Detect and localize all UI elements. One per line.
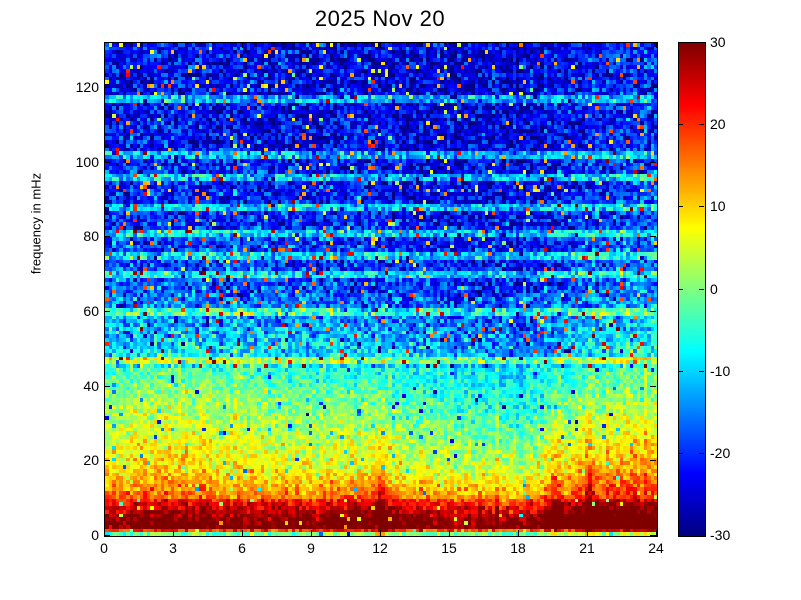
x-tick-label: 21 bbox=[579, 540, 595, 556]
colorbar-tick-mark bbox=[699, 206, 704, 208]
y-tick-mark bbox=[650, 236, 656, 238]
x-tick-mark bbox=[518, 530, 519, 536]
chart-title: 2025 Nov 20 bbox=[314, 6, 446, 31]
colorbar-tick-mark bbox=[699, 288, 704, 290]
x-tick-mark bbox=[173, 530, 174, 536]
colorbar-tick-label: 0 bbox=[710, 280, 718, 297]
colorbar-tick-label: -20 bbox=[710, 444, 731, 461]
x-tick-mark bbox=[311, 42, 312, 48]
colorbar-tick-label: -30 bbox=[710, 527, 731, 543]
spectrogram-image bbox=[105, 43, 657, 536]
x-tick-mark bbox=[587, 530, 588, 536]
y-axis-tick-labels: 0 20 40 60 80 100 120 bbox=[54, 0, 99, 600]
y-tick-mark bbox=[104, 310, 110, 312]
colorbar-tick-label: 20 bbox=[710, 116, 726, 133]
y-axis-label: frequency in mHz bbox=[28, 172, 44, 275]
x-tick-mark bbox=[242, 42, 243, 48]
y-tick-label: 60 bbox=[83, 302, 99, 319]
x-tick-mark bbox=[104, 530, 105, 536]
colorbar-tick-mark bbox=[699, 124, 704, 126]
y-tick-mark bbox=[650, 535, 656, 536]
colorbar bbox=[678, 42, 706, 537]
y-tick-label: 80 bbox=[83, 228, 99, 245]
y-tick-label: 120 bbox=[75, 78, 99, 95]
colorbar-gradient bbox=[679, 43, 705, 536]
x-tick-mark bbox=[449, 530, 450, 536]
y-tick-mark bbox=[104, 460, 110, 462]
y-tick-mark bbox=[650, 385, 656, 387]
colorbar-tick-mark bbox=[699, 452, 704, 454]
x-tick-mark bbox=[242, 530, 243, 536]
y-tick-mark bbox=[104, 86, 110, 88]
x-tick-mark bbox=[380, 42, 381, 48]
colorbar-tick-mark bbox=[678, 370, 683, 372]
y-tick-mark bbox=[104, 236, 110, 238]
y-tick-mark bbox=[104, 535, 110, 536]
x-tick-mark bbox=[104, 42, 105, 48]
x-tick-mark bbox=[311, 530, 312, 536]
x-tick-label: 3 bbox=[169, 540, 177, 556]
colorbar-tick-mark bbox=[678, 452, 683, 454]
colorbar-tick-mark bbox=[678, 288, 683, 290]
x-tick-mark bbox=[656, 530, 657, 536]
colorbar-tick-mark bbox=[699, 370, 704, 372]
x-tick-mark bbox=[173, 42, 174, 48]
colorbar-tick-label: 30 bbox=[710, 34, 726, 50]
y-tick-mark bbox=[104, 161, 110, 163]
x-tick-label: 6 bbox=[238, 540, 246, 556]
y-tick-mark bbox=[650, 460, 656, 462]
y-tick-mark bbox=[104, 385, 110, 387]
y-tick-label: 20 bbox=[83, 452, 99, 469]
y-tick-label: 100 bbox=[75, 153, 99, 170]
y-tick-label: 0 bbox=[91, 527, 99, 543]
x-tick-mark bbox=[449, 42, 450, 48]
x-tick-label: 18 bbox=[510, 540, 526, 556]
y-tick-mark bbox=[650, 86, 656, 88]
y-tick-label: 40 bbox=[83, 377, 99, 394]
x-tick-mark bbox=[380, 530, 381, 536]
y-tick-mark bbox=[650, 161, 656, 163]
x-tick-label: 24 bbox=[648, 540, 664, 556]
colorbar-tick-label: 10 bbox=[710, 198, 726, 215]
x-tick-mark bbox=[587, 42, 588, 48]
x-tick-mark bbox=[518, 42, 519, 48]
y-tick-mark bbox=[650, 310, 656, 312]
colorbar-tick-mark bbox=[678, 124, 683, 126]
spectrogram-axes bbox=[104, 42, 658, 537]
colorbar-tick-label: -10 bbox=[710, 362, 731, 379]
x-tick-label: 12 bbox=[372, 540, 388, 556]
x-tick-label: 0 bbox=[100, 540, 108, 556]
colorbar-tick-mark bbox=[678, 206, 683, 208]
x-tick-mark bbox=[656, 42, 657, 48]
x-tick-label: 9 bbox=[307, 540, 315, 556]
x-tick-label: 15 bbox=[441, 540, 457, 556]
